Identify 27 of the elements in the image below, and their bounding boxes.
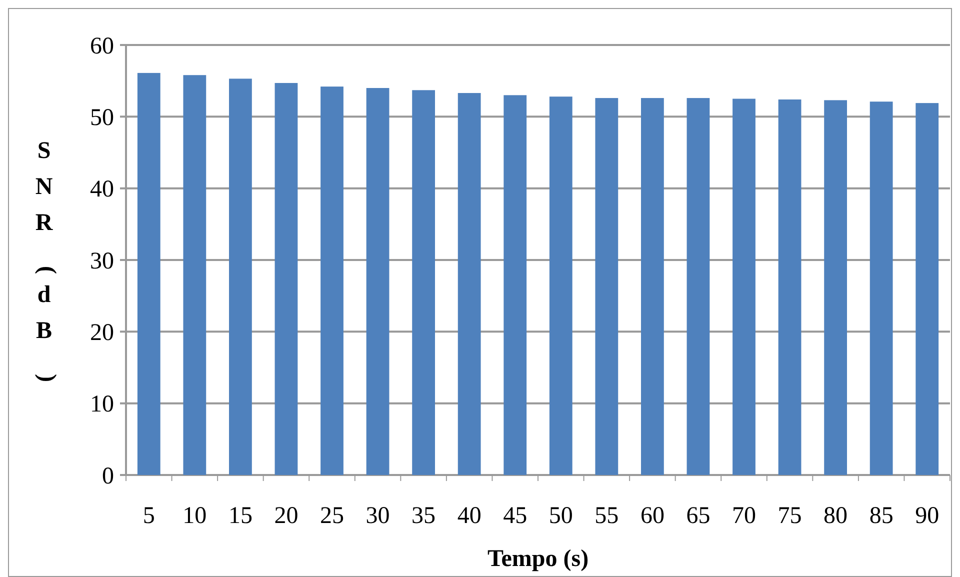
x-tick-label: 35 bbox=[412, 503, 436, 529]
x-tick-label: 10 bbox=[182, 503, 207, 529]
x-tick-label: 55 bbox=[594, 503, 619, 529]
y-tick-label: 60 bbox=[90, 33, 114, 60]
x-tick-label: 60 bbox=[640, 503, 664, 529]
x-tick-label: 85 bbox=[869, 503, 894, 529]
y-tick-label: 20 bbox=[90, 320, 114, 346]
y-tick-label: 50 bbox=[90, 105, 114, 132]
x-axis-title: Tempo (s) bbox=[487, 546, 589, 572]
x-tick-label: 70 bbox=[732, 503, 756, 529]
x-tick-label: 15 bbox=[228, 503, 252, 529]
x-tick-label: 80 bbox=[824, 503, 848, 529]
x-tick-label: 50 bbox=[548, 503, 573, 529]
x-tick-label: 65 bbox=[686, 503, 710, 529]
x-tick-label: 5 bbox=[142, 503, 155, 529]
x-tick-label: 25 bbox=[320, 503, 344, 529]
y-tick-label: 0 bbox=[102, 463, 114, 490]
x-tick-label: 20 bbox=[274, 503, 298, 529]
x-tick-label: 40 bbox=[457, 503, 482, 529]
x-tick-label: 90 bbox=[915, 503, 940, 529]
x-tick-label: 45 bbox=[503, 503, 528, 529]
y-tick-label: 30 bbox=[90, 248, 114, 274]
x-tick-label: 75 bbox=[778, 503, 802, 529]
y-tick-label: 10 bbox=[90, 392, 114, 418]
text: SNR (dB) bbox=[34, 138, 60, 382]
x-tick-label: 30 bbox=[366, 503, 390, 529]
y-tick-label: 40 bbox=[90, 176, 114, 203]
